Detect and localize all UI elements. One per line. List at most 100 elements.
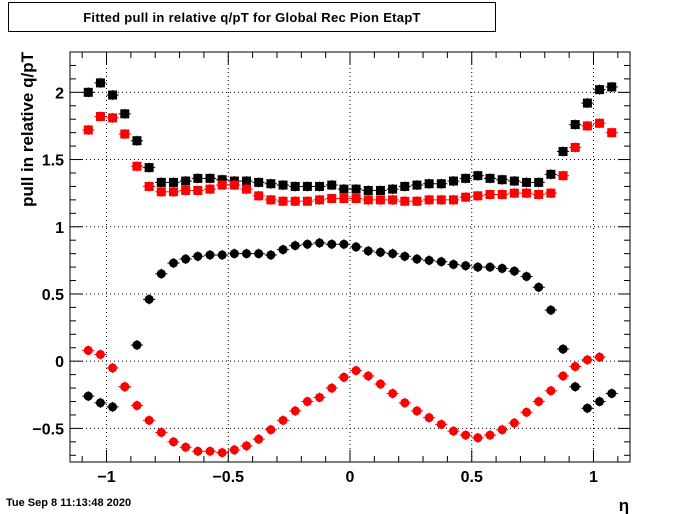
data-point bbox=[252, 434, 265, 445]
data-point bbox=[471, 432, 484, 443]
circle-marker bbox=[327, 239, 337, 249]
square-marker bbox=[302, 196, 312, 206]
square-marker bbox=[448, 195, 458, 205]
x-tick-label: 0.5 bbox=[461, 469, 483, 486]
circle-marker bbox=[315, 392, 325, 402]
square-marker bbox=[497, 189, 507, 199]
data-point bbox=[228, 444, 241, 455]
circle-marker bbox=[534, 397, 544, 407]
data-point bbox=[447, 259, 460, 270]
circle-marker bbox=[473, 433, 483, 443]
square-marker bbox=[83, 125, 93, 135]
data-point bbox=[82, 391, 95, 402]
circle-marker bbox=[509, 266, 519, 276]
square-marker bbox=[582, 98, 592, 108]
x-tick-label: 1 bbox=[589, 469, 598, 486]
data-point bbox=[106, 401, 119, 412]
square-marker bbox=[595, 85, 605, 95]
data-point bbox=[191, 185, 204, 196]
data-point bbox=[143, 181, 156, 192]
circle-marker bbox=[229, 249, 239, 259]
data-point bbox=[496, 263, 509, 274]
data-point bbox=[130, 135, 144, 146]
circle-marker bbox=[229, 445, 239, 455]
circle-marker bbox=[132, 340, 142, 350]
data-point bbox=[264, 178, 277, 189]
circle-marker bbox=[205, 250, 215, 260]
circle-marker bbox=[607, 388, 617, 398]
circle-marker bbox=[168, 437, 178, 447]
square-marker bbox=[522, 177, 532, 187]
data-point bbox=[532, 177, 545, 188]
circle-marker bbox=[497, 425, 507, 435]
circle-marker bbox=[108, 363, 118, 373]
data-point bbox=[569, 361, 582, 372]
data-point bbox=[301, 396, 314, 407]
data-point bbox=[581, 403, 594, 414]
square-marker bbox=[363, 185, 373, 195]
data-point bbox=[94, 397, 107, 408]
circle-marker bbox=[181, 254, 191, 264]
data-point bbox=[556, 344, 570, 355]
square-marker bbox=[193, 173, 203, 183]
data-point bbox=[264, 424, 277, 435]
data-point bbox=[130, 161, 144, 172]
data-point bbox=[82, 345, 95, 356]
data-point bbox=[423, 255, 436, 266]
data-point bbox=[106, 112, 119, 123]
data-point bbox=[520, 188, 533, 199]
circle-marker bbox=[302, 397, 312, 407]
square-marker bbox=[217, 175, 227, 185]
square-marker bbox=[181, 185, 191, 195]
circle-marker bbox=[108, 402, 118, 412]
square-marker bbox=[388, 184, 398, 194]
data-point bbox=[191, 173, 204, 184]
data-point bbox=[216, 249, 229, 260]
data-point bbox=[508, 266, 521, 277]
circle-marker bbox=[351, 366, 361, 376]
circle-marker bbox=[242, 249, 252, 259]
circle-marker bbox=[254, 434, 264, 444]
circle-marker bbox=[302, 239, 312, 249]
data-point bbox=[143, 294, 156, 305]
circle-marker bbox=[327, 383, 337, 393]
circle-marker bbox=[83, 391, 93, 401]
data-point bbox=[483, 189, 497, 200]
square-marker bbox=[473, 171, 483, 181]
data-point bbox=[155, 177, 168, 188]
circle-marker bbox=[144, 294, 154, 304]
square-marker bbox=[168, 177, 178, 187]
data-point bbox=[569, 381, 582, 392]
data-point bbox=[167, 258, 180, 269]
data-point bbox=[191, 446, 204, 457]
square-marker bbox=[229, 180, 239, 190]
circle-marker bbox=[534, 282, 544, 292]
data-point bbox=[605, 127, 618, 138]
data-point bbox=[106, 362, 119, 373]
data-point bbox=[94, 349, 107, 360]
circle-marker bbox=[363, 246, 373, 256]
square-marker bbox=[205, 184, 215, 194]
x-tick-label: 0 bbox=[346, 469, 355, 486]
square-marker bbox=[95, 78, 105, 88]
circle-marker bbox=[278, 415, 288, 425]
data-point bbox=[118, 381, 131, 392]
circle-marker bbox=[448, 259, 458, 269]
square-marker bbox=[436, 195, 446, 205]
data-point bbox=[435, 194, 448, 205]
data-point bbox=[143, 162, 156, 173]
square-marker bbox=[582, 121, 592, 131]
square-marker bbox=[388, 195, 398, 205]
y-tick-label: 0 bbox=[55, 354, 64, 371]
data-points bbox=[82, 77, 618, 458]
circle-marker bbox=[461, 261, 471, 271]
data-point bbox=[508, 176, 521, 187]
square-marker bbox=[339, 184, 349, 194]
data-point bbox=[155, 268, 168, 279]
data-point bbox=[593, 118, 606, 129]
circle-marker bbox=[181, 442, 191, 452]
square-marker bbox=[400, 181, 410, 191]
circle-marker bbox=[132, 401, 142, 411]
data-point bbox=[374, 194, 387, 205]
data-point bbox=[252, 190, 265, 201]
